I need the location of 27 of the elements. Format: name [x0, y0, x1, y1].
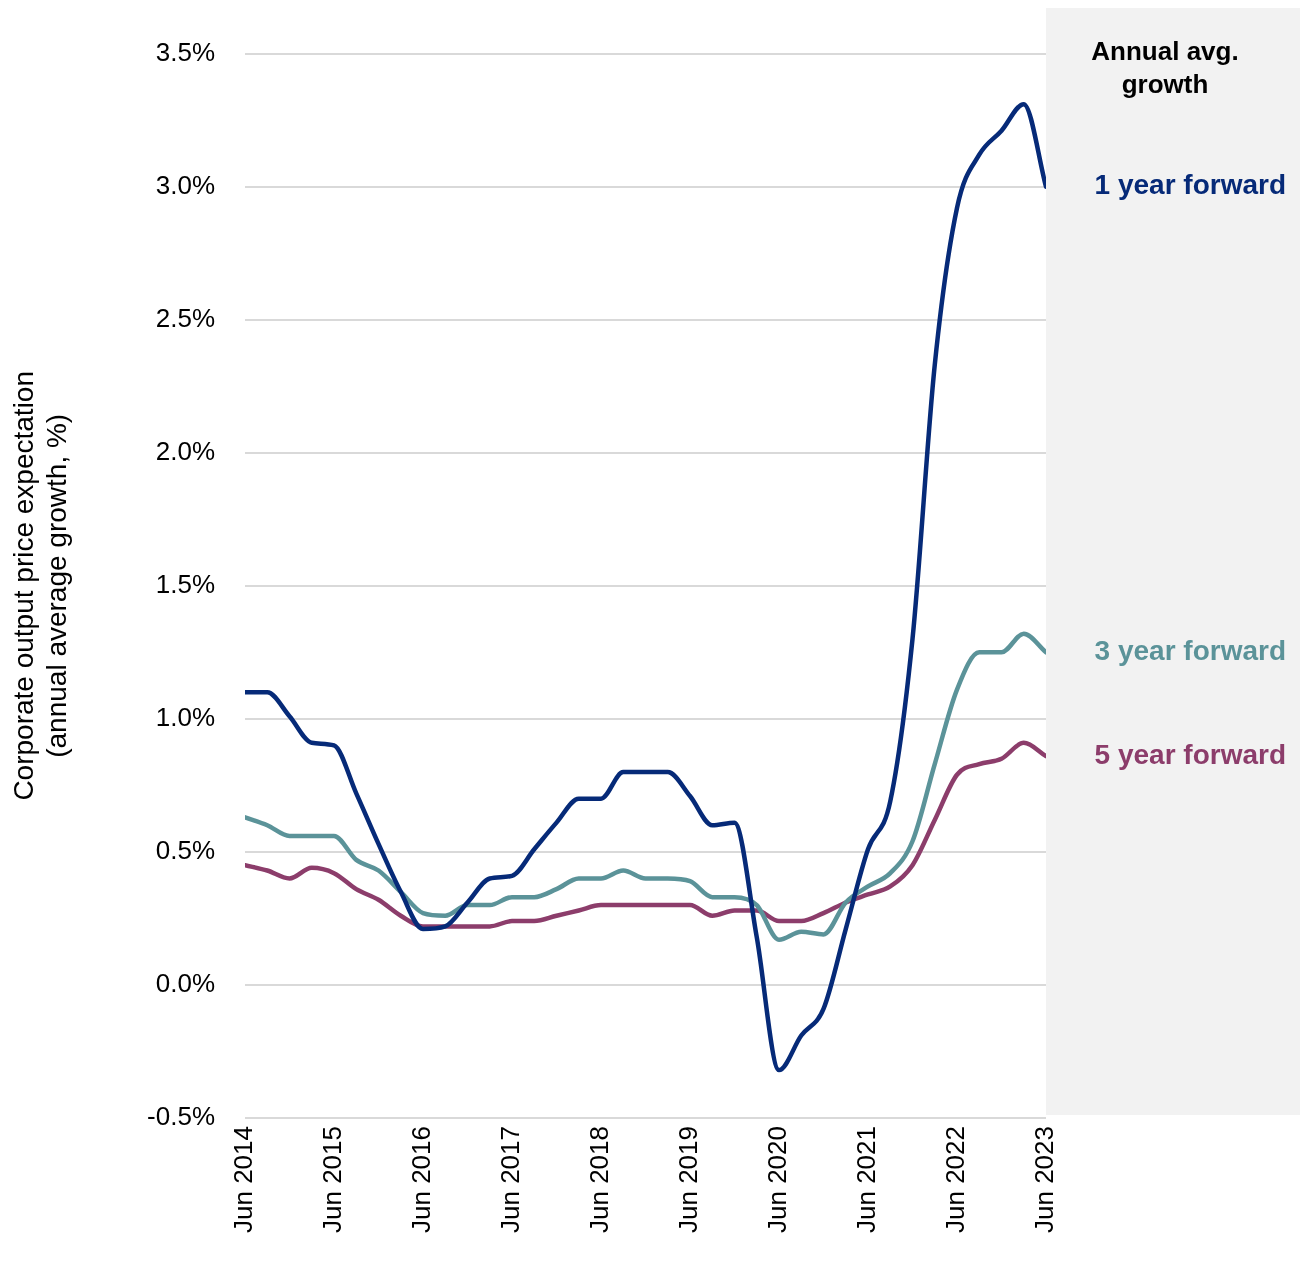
- y-tick-label: 3.5%: [155, 36, 215, 67]
- y-axis-title: Corporate output price expectation (annual average growth, %): [7, 371, 73, 801]
- x-tick-label: Jun 2016: [406, 1126, 437, 1233]
- line-series: [245, 101, 1046, 1073]
- line-series: [245, 740, 1046, 929]
- y-tick-label: 3.0%: [155, 169, 215, 200]
- series-label: 3 year forward: [1094, 635, 1286, 667]
- x-tick-label: Jun 2021: [851, 1126, 882, 1233]
- x-tick-label: Jun 2014: [228, 1126, 259, 1233]
- line-series: [245, 631, 1046, 942]
- y-tick-label: 0.0%: [155, 968, 215, 999]
- series-label: 1 year forward: [1094, 169, 1286, 201]
- series-label: 5 year forward: [1094, 738, 1286, 770]
- legend-title: Annual avg. growth: [1091, 36, 1239, 100]
- x-tick-label: Jun 2020: [762, 1126, 793, 1233]
- y-tick-label: 2.5%: [155, 302, 215, 333]
- x-tick-label: Jun 2022: [940, 1126, 971, 1233]
- y-tick-label: 2.0%: [155, 435, 215, 466]
- x-tick-label: Jun 2015: [317, 1126, 348, 1233]
- x-tick-label: Jun 2019: [673, 1126, 704, 1233]
- x-tick-label: Jun 2023: [1029, 1126, 1060, 1233]
- y-tick-label: 0.5%: [155, 835, 215, 866]
- y-tick-label: 1.5%: [155, 568, 215, 599]
- x-tick-label: Jun 2017: [495, 1126, 526, 1233]
- y-tick-label: -0.5%: [147, 1101, 215, 1132]
- y-tick-label: 1.0%: [155, 702, 215, 733]
- x-tick-label: Jun 2018: [584, 1126, 615, 1233]
